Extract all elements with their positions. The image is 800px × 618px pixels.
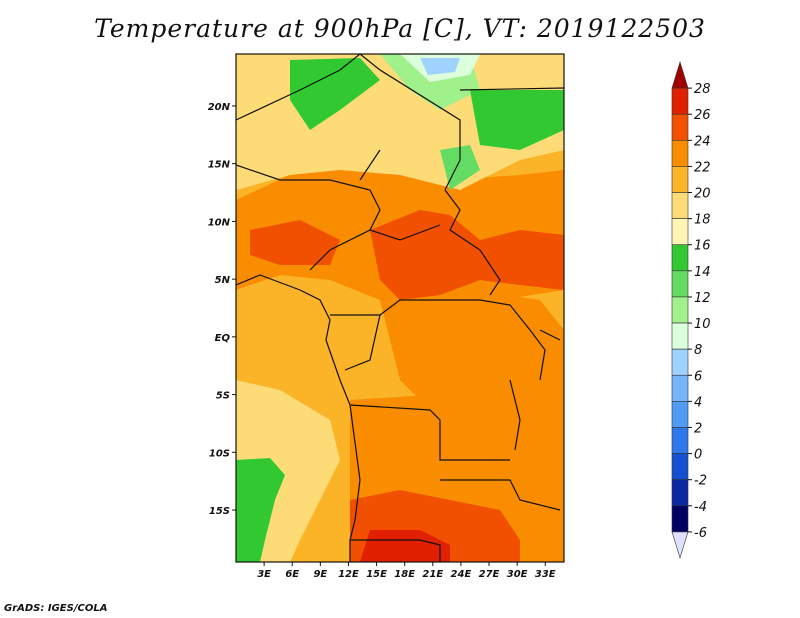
lon-tick-label: 9E: [313, 569, 327, 580]
lon-tick-label: 18E: [394, 569, 415, 580]
colorbar-label: 16: [694, 239, 711, 254]
colorbar-segment: [671, 113, 689, 141]
colorbar-label: 28: [694, 82, 711, 97]
colorbar-segment: [671, 479, 689, 507]
lat-tick-label: 5N: [215, 275, 231, 286]
colorbar-label: -6: [694, 526, 707, 541]
colorbar-label: 12: [694, 291, 711, 306]
colorbar-segment: [671, 322, 689, 350]
colorbar-label: 4: [694, 395, 702, 410]
lon-tick-label: 30E: [507, 569, 528, 580]
colorbar-segment: [671, 427, 689, 454]
colorbar-segment: [671, 140, 689, 167]
footer-credit: GrADS: IGES/COLA: [4, 603, 108, 614]
colorbar-label: 14: [694, 265, 711, 280]
lon-tick-label: 21E: [422, 569, 443, 580]
colorbar-segment: [671, 296, 689, 324]
lon-tick-label: 3E: [257, 569, 271, 580]
lon-tick-label: 33E: [535, 569, 556, 580]
lat-tick-label: 15N: [208, 160, 231, 171]
colorbar-segment: [671, 505, 689, 533]
colorbar-label: 22: [694, 160, 711, 175]
colorbar-segment: [671, 401, 689, 428]
lat-tick-label: 15S: [209, 506, 230, 517]
colorbar-label: 8: [694, 343, 702, 358]
colorbar-segment: [671, 218, 689, 246]
colorbar-label: 0: [694, 448, 702, 463]
colorbar-label: 26: [694, 108, 711, 123]
lon-tick-label: 6E: [285, 569, 299, 580]
map-title: Temperature at 900hPa [C], VT: 201912250…: [94, 14, 706, 43]
colorbar-label: 18: [694, 213, 711, 228]
map-frame: [235, 53, 565, 563]
colorbar-segment: [671, 270, 689, 298]
colorbar-label: 10: [694, 317, 711, 332]
colorbar-label: 24: [694, 134, 711, 149]
colorbar-segment: [671, 531, 689, 560]
colorbar-label: -2: [694, 474, 707, 489]
country-borders: [236, 54, 564, 562]
colorbar-label: -4: [694, 500, 707, 515]
longitude-axis: 3E 6E 9E 12E 15E 18E 21E 24E 27E 30E 33E: [257, 562, 556, 580]
lat-tick-label: 10S: [209, 448, 230, 459]
latitude-axis: 20N 15N 10N 5N EQ 5S 10S 15S: [208, 102, 236, 517]
colorbar-segment: [671, 348, 689, 376]
lon-tick-label: 12E: [338, 569, 359, 580]
colorbar-segment: [671, 244, 689, 272]
lat-tick-label: 10N: [208, 217, 231, 228]
colorbar-label: 20: [694, 187, 711, 202]
colorbar-segment: [671, 453, 689, 480]
temperature-field: [236, 54, 564, 562]
colorbar-label: 2: [694, 421, 702, 436]
lat-tick-label: 20N: [208, 102, 231, 113]
colorbar-segment: [671, 374, 689, 402]
colorbar-segment: [671, 87, 689, 115]
lon-tick-label: 27E: [479, 569, 500, 580]
colorbar-label: 6: [694, 369, 702, 384]
lon-tick-label: 24E: [451, 569, 472, 580]
lon-tick-label: 15E: [366, 569, 387, 580]
colorbar-segment: [671, 192, 689, 219]
colorbar-segment: [671, 60, 689, 89]
lat-tick-label: EQ: [215, 333, 231, 344]
colorbar-segment: [671, 166, 689, 193]
lat-tick-label: 5S: [216, 391, 230, 402]
